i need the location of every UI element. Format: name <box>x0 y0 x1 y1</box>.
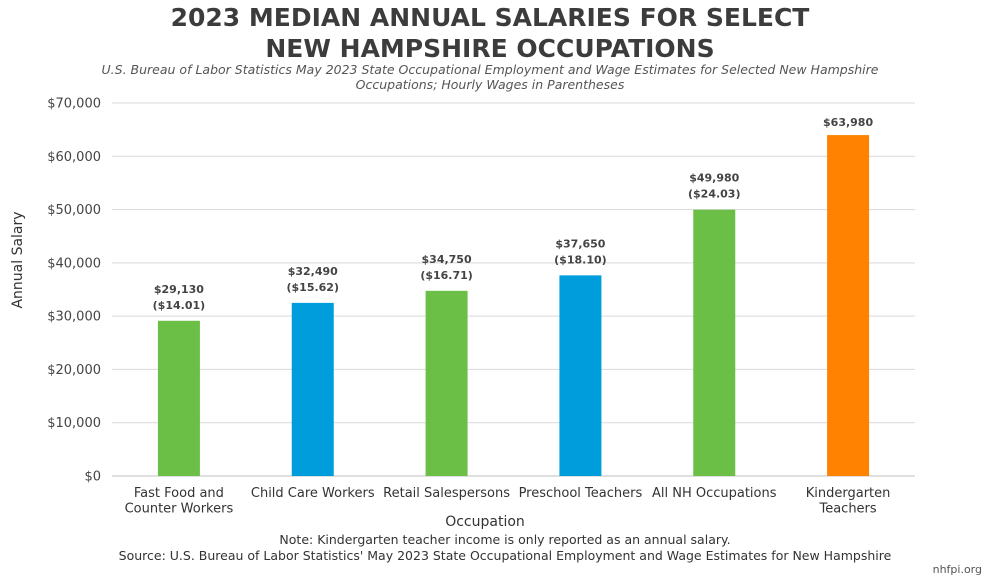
data-labels: $29,130 ($14.01) $32,490 ($15.62) $34,750 ($1… <box>153 116 874 312</box>
category-label: Counter Workers <box>125 502 234 517</box>
data-label-annual: $34,750 <box>422 253 472 266</box>
bar <box>157 320 200 476</box>
bar <box>559 275 602 476</box>
y-tick-label: $70,000 <box>47 97 101 112</box>
y-tick-label: $60,000 <box>47 150 101 165</box>
category-label: Preschool Teachers <box>519 486 643 501</box>
chart-title-line-1: 2023 MEDIAN ANNUAL SALARIES FOR SELECT <box>171 3 810 32</box>
x-axis-title: Occupation <box>445 514 525 530</box>
category-label: Retail Salespersons <box>383 486 510 501</box>
data-label-hourly: ($18.10) <box>554 253 607 266</box>
chart-subtitle-line-2: Occupations; Hourly Wages in Parentheses <box>356 77 625 92</box>
y-tick-label: $0 <box>84 470 101 485</box>
brand-url: nhfpi.org <box>933 563 982 576</box>
chart-title-line-2: NEW HAMPSHIRE OCCUPATIONS <box>265 34 714 63</box>
data-label-annual: $63,980 <box>823 116 873 129</box>
footnote: Note: Kindergarten teacher income is onl… <box>279 532 730 547</box>
data-label-annual: $29,130 <box>154 283 204 296</box>
source-note: Source: U.S. Bureau of Labor Statistics'… <box>119 548 892 563</box>
bar <box>693 209 736 477</box>
category-label: Child Care Workers <box>251 486 375 501</box>
data-label-annual: $37,650 <box>555 237 605 250</box>
category-label: Teachers <box>818 502 876 517</box>
data-label-hourly: ($24.03) <box>688 188 741 201</box>
y-tick-label: $10,000 <box>47 416 101 431</box>
y-tick-label: $20,000 <box>47 363 101 378</box>
chart-subtitle-line-1: U.S. Bureau of Labor Statistics May 2023… <box>102 62 879 77</box>
data-label-hourly: ($15.62) <box>286 281 339 294</box>
category-label: All NH Occupations <box>652 486 777 501</box>
y-tick-label: $40,000 <box>47 256 101 271</box>
bar <box>827 135 870 476</box>
data-label-hourly: ($16.71) <box>420 269 473 282</box>
data-label-annual: $32,490 <box>288 265 338 278</box>
category-label: Fast Food and <box>134 486 224 501</box>
y-tick-label: $30,000 <box>47 310 101 325</box>
gridlines <box>112 102 915 477</box>
y-axis-title: Annual Salary <box>10 211 26 308</box>
bar <box>291 302 334 476</box>
y-tick-label: $50,000 <box>47 203 101 218</box>
data-label-hourly: ($14.01) <box>153 299 206 312</box>
data-label-annual: $49,980 <box>689 172 739 185</box>
category-label: Kindergarten <box>806 486 891 501</box>
y-axis-ticks: $0 $10,000 $20,000 $30,000 $40,000 $50,000 $60… <box>47 97 101 485</box>
bar <box>425 290 468 476</box>
bars <box>157 135 870 477</box>
